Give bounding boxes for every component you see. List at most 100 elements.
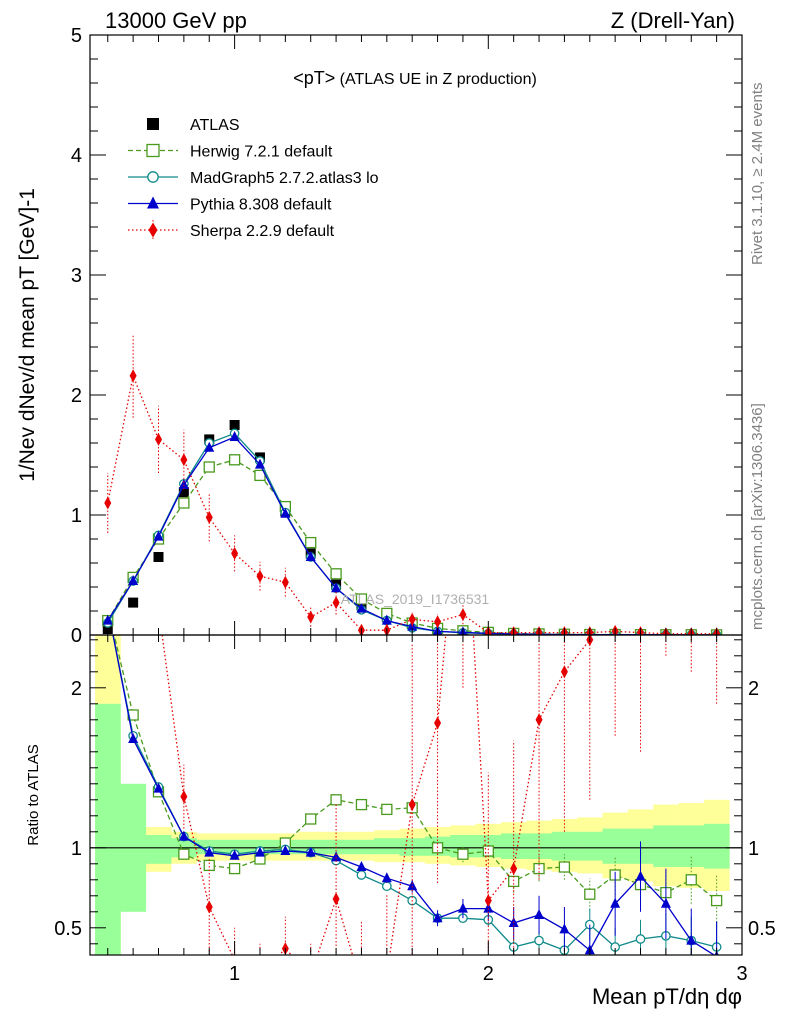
x-axis-title: Mean pT/dη dφ [592,984,742,1009]
rivet-label: Rivet 3.1.10, ≥ 2.4M events [749,83,766,266]
main-point [204,441,215,452]
ratio-point [229,849,240,860]
main-point [305,536,317,549]
legend-marker [146,143,160,158]
ratio-point [254,846,265,857]
ratio-point [534,935,544,946]
ratio-point [662,489,669,502]
ratio-point [407,880,418,891]
legend-marker [148,222,158,238]
ratio-uncertainty-bands [95,635,730,955]
ratio-point [180,790,188,804]
ratio-point [331,851,342,862]
main-point [256,569,264,583]
legend-entry-pythia-8-308-default: Pythia 8.308 default [128,196,332,214]
legend-entry-herwig-7-2-1-default: Herwig 7.2.1 default [128,144,333,161]
ratio-point [280,845,291,855]
ratio-point [307,969,314,982]
ratio-band-green-bin [450,835,476,858]
ratio-point [713,537,720,550]
ratio-point [381,803,393,816]
axis-ticks: 1 2 3 0 1 2 3 4 5 0.5 0.5 1 1 2 2 [54,25,776,985]
ratio-band-green-bin [653,825,679,867]
main-point [153,530,164,541]
ratio-point [383,968,390,981]
main-point [178,497,190,509]
ratio-band-green-bin [703,823,730,869]
main-point [154,432,162,446]
main-point [128,575,139,585]
ratio-point [510,862,518,876]
legend-entry-atlas: ATLAS [147,117,240,134]
main-point [408,612,416,626]
ratio-point [535,713,543,727]
ratio-band-green-bin [374,838,400,855]
main-series-herwig-7-2-1-default [102,454,723,635]
y-tick-label-main: 3 [71,265,82,287]
ratio-point [660,897,671,908]
main-point [332,596,340,610]
y-tick-label-ratio-right: 0.5 [748,918,776,940]
main-series-line [107,459,717,635]
ratio-point [558,861,571,873]
main-point [331,582,342,593]
ratio-point [459,441,466,454]
ratio-point [710,894,723,907]
main-point [102,614,113,625]
main-point [228,454,241,466]
ratio-point [228,862,241,875]
ratio-point [358,979,365,992]
legend-marker [147,118,159,130]
header-left-label: 13000 GeV pp [105,8,247,33]
main-point [128,597,139,608]
ratio-point [685,874,697,886]
ratio-point [688,505,695,518]
main-point [153,552,164,562]
ratio-axis-title-text: Ratio to ATLAS [25,744,42,845]
y-tick-label-ratio-right: 1 [748,838,759,860]
x-tick-label: 2 [483,963,494,985]
y-tick-label-main: 1 [71,505,82,527]
ratio-point [103,603,113,613]
legend-label: MadGraph5 2.7.2.atlas3 lo [190,170,379,187]
legend: ATLAS Herwig 7.2.1 default MadGraph5 2.7.2… [128,117,379,240]
ratio-point [534,909,545,919]
ratio-point [381,872,392,883]
y-axis-title-text: 1/Nev dNev/d mean pT [GeV]-1 [16,188,39,482]
main-panel-frame [89,34,743,636]
legend-entry-sherpa-2-2-9-default: Sherpa 2.2.9 default [128,220,335,240]
ratio-point [482,845,494,857]
main-point [180,453,188,467]
legend-label: ATLAS [190,117,240,134]
y-axis-title-ratio: Ratio to ATLAS [25,744,42,845]
ratio-point [381,881,392,892]
ratio-point [612,569,619,582]
x-tick-label: 3 [736,963,747,985]
header-right-label: Z (Drell-Yan) [611,8,735,33]
ratio-point [203,859,215,872]
ratio-point [256,969,263,982]
ratio-point [355,798,368,811]
ratio-point [103,602,113,612]
rivet-label-text: Rivet 3.1.10, ≥ 2.4M events [749,83,766,266]
main-point [330,568,342,580]
ratio-band-green-bin [678,825,705,867]
ratio-point [305,846,316,857]
ratio-point [153,782,164,793]
ratio-point [178,848,190,860]
ratio-point [635,870,646,881]
svg-text:<pT> (ATLAS UE in Z production: <pT> (ATLAS UE in Z production) [293,68,537,88]
analysis-watermark: ATLAS_2019_I1736531 [341,591,490,607]
main-series-madgraph5-2-7-2-atlas3-lo [102,428,722,635]
ratio-point [635,934,646,944]
ratio-point [508,875,520,888]
ratio-point [432,912,443,923]
ratio-series-pythia-8-308-default [103,602,719,955]
y-tick-label-main: 2 [71,385,82,407]
main-series-pythia-8-308-default [102,431,720,635]
ratio-point [559,923,570,934]
main-point [381,614,392,625]
ratio-band-green-bin [145,835,172,864]
ratio-panel-frame [89,634,743,956]
